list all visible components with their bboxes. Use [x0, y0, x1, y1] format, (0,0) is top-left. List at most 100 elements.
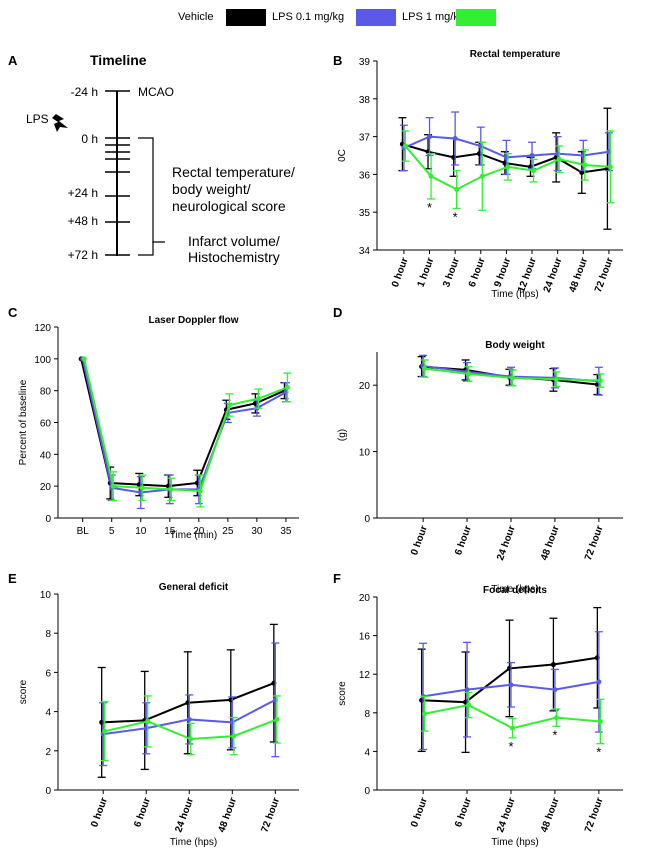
x-tick-label: 48 hour	[216, 796, 239, 834]
chart-title: General deficit	[159, 582, 229, 593]
chart-title: Body weight	[485, 340, 545, 351]
x-tick-label: 6 hour	[467, 256, 488, 289]
y-tick-label: 16	[359, 632, 371, 643]
x-tick-label: 35	[280, 526, 292, 537]
timeline-label-24: +24 h	[68, 186, 98, 200]
legend-label-lps01: LPS 0.1 mg/kg	[272, 11, 344, 23]
data-point	[186, 716, 192, 722]
data-point	[529, 153, 535, 158]
timeline-label-minus24: -24 h	[71, 85, 98, 99]
x-tick-label: 24 hour	[173, 796, 196, 834]
timeline-bracket-2	[138, 241, 165, 256]
y-tick-label: 39	[359, 57, 371, 68]
panel-letter: F	[333, 571, 341, 586]
series-lps-0-1-mg-kg	[419, 354, 603, 396]
data-point	[422, 366, 428, 372]
data-point	[505, 164, 511, 170]
y-tick-label: 37	[359, 133, 371, 144]
panel-letter-a: A	[8, 53, 18, 68]
y-tick-label: 60	[40, 419, 52, 430]
panel-letter: D	[333, 305, 342, 320]
timeline-mcao-label: MCAO	[138, 85, 174, 99]
data-point	[479, 173, 485, 179]
y-tick-label: 4	[45, 708, 51, 719]
data-point	[531, 168, 537, 174]
series-lps-0-1-mg-kg	[419, 631, 603, 751]
chart-body-weight: D Body weight 0 10 20 (g) 0 hour 6 hour 24 hour 4…	[333, 305, 623, 595]
data-point	[284, 384, 290, 390]
x-tick-label: 48 hour	[539, 524, 562, 562]
data-point	[550, 662, 556, 668]
timeline-bracket1-line2: body weight/	[172, 181, 251, 197]
data-point	[508, 682, 514, 688]
legend: Vehicle LPS 0.1 mg/kg LPS 1 mg/kg	[178, 9, 496, 26]
y-tick-label: 4	[364, 747, 370, 758]
data-point	[454, 187, 460, 193]
data-point	[226, 402, 232, 408]
data-point	[188, 736, 194, 742]
y-tick-label: 12	[359, 670, 371, 681]
timeline-lps-label: LPS	[26, 112, 49, 126]
legend-label-lps1: LPS 1 mg/kg	[402, 11, 465, 23]
y-tick-label: 40	[40, 450, 52, 461]
y-tick-label: 0	[45, 514, 51, 525]
y-tick-label: 38	[359, 95, 371, 106]
x-tick-label: 24 hour	[495, 796, 518, 834]
significance-marker: *	[596, 745, 601, 760]
x-tick-label: 3 hour	[441, 256, 462, 289]
x-tick-label: 1 hour	[416, 256, 437, 289]
y-tick-label: 10	[359, 448, 371, 459]
x-axis-label: Time (min)	[170, 530, 217, 541]
x-tick-label: 72 hour	[593, 256, 616, 294]
x-tick-label: 0 hour	[409, 796, 430, 829]
data-point	[464, 687, 470, 693]
x-tick-label: 72 hour	[583, 524, 606, 562]
timeline-title: Timeline	[90, 52, 147, 68]
x-tick-label: 9 hour	[492, 256, 513, 289]
y-tick-label: 0	[364, 514, 370, 525]
y-tick-label: 2	[45, 747, 51, 758]
series-lps-1-mg-kg	[420, 691, 605, 745]
x-tick-label: 72 hour	[583, 796, 606, 834]
x-axis-label: Time (hps)	[491, 584, 538, 595]
x-tick-label: 6 hour	[132, 796, 153, 829]
significance-marker: *	[508, 739, 513, 754]
y-tick-label: 8	[45, 629, 51, 640]
series-lps-1-mg-kg	[81, 356, 292, 508]
data-point	[509, 375, 515, 381]
x-tick-label: 0 hour	[390, 256, 411, 289]
series-line	[80, 358, 285, 488]
y-tick-label: 20	[359, 381, 371, 392]
data-point	[466, 702, 472, 708]
y-tick-label: 8	[364, 709, 370, 720]
x-axis-label: Time (hps)	[491, 837, 538, 848]
y-axis-label: score	[337, 681, 348, 706]
x-axis-label: Time (hps)	[491, 289, 538, 300]
y-tick-label: 36	[359, 170, 371, 181]
timeline-bracket2-line2: Histochemistry	[188, 249, 280, 265]
timeline-bracket1-line1: Rectal temperature/	[172, 164, 295, 180]
data-point	[607, 164, 613, 170]
data-point	[197, 488, 203, 494]
y-tick-label: 0	[364, 786, 370, 797]
panel-letter: E	[8, 571, 17, 586]
x-tick-label: 24 hour	[495, 524, 518, 562]
timeline-bracket-1	[138, 137, 154, 243]
x-tick-label: 0 hour	[409, 524, 430, 557]
timeline-panel: A Timeline -24 h 0 h +24 h +48 h +72 h M…	[8, 52, 295, 265]
data-point	[428, 173, 434, 179]
timeline-label-0: 0 h	[81, 132, 98, 146]
x-tick-label: 6 hour	[453, 796, 474, 829]
x-tick-label: 15	[164, 526, 176, 537]
y-axis-label: (g)	[337, 429, 348, 441]
x-tick-label: 30	[251, 526, 263, 537]
data-point	[231, 733, 237, 739]
y-tick-label: 34	[359, 246, 371, 257]
chart-rectal-temperature: B Rectal temperature 34 35 36 37 38 39 0C 0 hour 1…	[333, 49, 623, 300]
chart-title: Focal deficits	[483, 585, 547, 596]
data-point	[552, 687, 558, 693]
data-point	[422, 711, 428, 717]
legend-swatch-vehicle	[226, 9, 266, 26]
data-point	[556, 156, 562, 162]
